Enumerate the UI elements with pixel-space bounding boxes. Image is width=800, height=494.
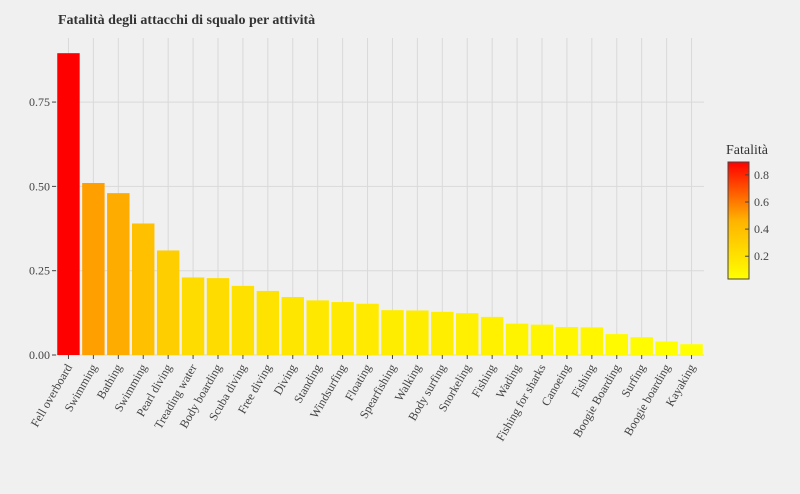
bar[interactable] [181, 277, 205, 355]
bar[interactable] [655, 341, 678, 355]
bar[interactable] [132, 223, 155, 355]
bar[interactable] [107, 193, 130, 355]
y-tick-label: 0.75 [29, 95, 50, 109]
bar[interactable] [57, 53, 80, 355]
bar[interactable] [331, 302, 354, 355]
bar[interactable] [281, 296, 304, 355]
bar[interactable] [680, 344, 703, 355]
bar[interactable] [82, 183, 105, 355]
bars [57, 53, 703, 355]
y-tick-label: 0.25 [29, 264, 50, 278]
legend-tick-label: 0.6 [754, 195, 769, 209]
colorbar-legend: Fatalità 0.2 0.4 0.6 0.8 [726, 143, 769, 280]
bar[interactable] [505, 323, 529, 355]
bar[interactable] [356, 303, 379, 355]
bar[interactable] [256, 290, 280, 355]
legend-title: Fatalità [726, 143, 769, 158]
bar[interactable] [156, 250, 180, 355]
chart-title: Fatalità degli attacchi di squalo per at… [58, 13, 315, 28]
bar[interactable] [206, 278, 230, 355]
bar[interactable] [456, 313, 479, 355]
bar[interactable] [381, 310, 404, 355]
x-axis: Fell overboardSwimmingBathingSwimmingPea… [28, 355, 698, 444]
bar[interactable] [406, 310, 429, 355]
bar[interactable] [431, 311, 454, 355]
bar[interactable] [555, 327, 579, 355]
bar[interactable] [605, 334, 628, 355]
legend-tick-label: 0.4 [754, 222, 769, 236]
grid [56, 38, 704, 356]
bar[interactable] [231, 285, 255, 355]
bar[interactable] [530, 324, 554, 355]
x-tick-label: Boogie Boarding [570, 362, 623, 440]
colorbar [727, 161, 750, 280]
y-tick-label: 0.50 [29, 179, 50, 193]
y-axis: 0.00 0.25 0.50 0.75 [29, 95, 56, 362]
bar[interactable] [480, 316, 504, 355]
bar[interactable] [580, 327, 604, 355]
legend-tick-label: 0.8 [754, 168, 769, 182]
bar[interactable] [306, 300, 329, 355]
y-tick-label: 0.00 [29, 348, 50, 362]
legend-tick-label: 0.2 [754, 249, 769, 263]
bar[interactable] [630, 337, 653, 355]
